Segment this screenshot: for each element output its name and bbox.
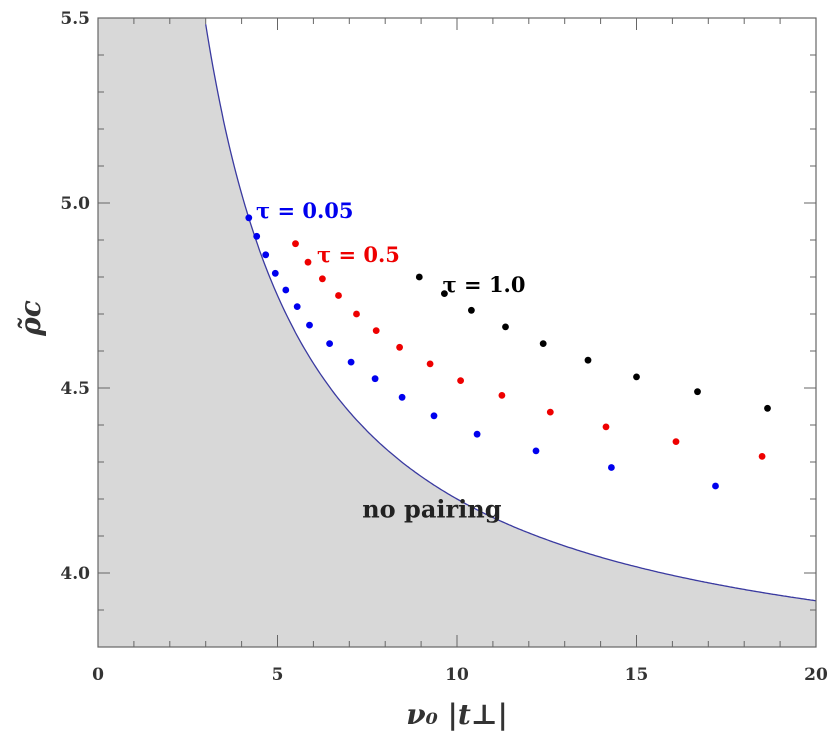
data-point (293, 303, 301, 310)
series-annotations: τ = 0.05 τ = 0.5 τ = 1.0 (256, 198, 525, 297)
data-point (430, 412, 438, 420)
data-point (584, 356, 592, 364)
data-point (398, 393, 406, 401)
no-pairing-region (98, 18, 816, 647)
x-tick-label: 5 (272, 665, 284, 685)
data-point (546, 408, 554, 416)
data-point (608, 464, 615, 471)
y-tick-label: 5.0 (60, 194, 90, 214)
data-point (282, 286, 290, 294)
y-axis-label: ρ̃c (14, 300, 47, 337)
data-point (306, 321, 313, 329)
data-points (245, 214, 771, 490)
y-tick-label: 4.0 (60, 564, 90, 584)
data-point (371, 375, 379, 383)
data-point (415, 273, 423, 281)
data-point (262, 251, 270, 259)
boundary-curve (205, 24, 816, 602)
data-point (304, 258, 312, 266)
series-0 (245, 214, 719, 490)
data-point (473, 430, 481, 438)
data-point (396, 343, 403, 351)
data-point (335, 292, 342, 299)
series-2 (415, 273, 771, 412)
data-point (253, 232, 261, 240)
data-point (764, 404, 771, 412)
data-point (372, 327, 380, 334)
x-tick-label: 15 (625, 665, 649, 685)
data-point (498, 392, 506, 399)
data-point (245, 214, 253, 222)
region-label: no pairing (362, 495, 501, 524)
series-annotation: τ = 0.5 (317, 242, 400, 267)
data-point (602, 423, 610, 431)
data-point (326, 340, 333, 347)
data-point (353, 310, 360, 318)
data-point (441, 290, 448, 297)
series-1 (292, 240, 766, 460)
data-point (292, 240, 299, 248)
data-point (532, 447, 540, 455)
boundary-line (205, 24, 816, 602)
x-tick-label: 20 (804, 665, 828, 685)
data-point (457, 377, 464, 384)
data-point (271, 269, 279, 277)
x-axis-label: ν₀ |t⊥| (406, 698, 508, 731)
data-point (319, 275, 326, 283)
data-point (672, 438, 680, 445)
shaded-area (98, 18, 816, 647)
y-tick-label: 5.5 (60, 9, 90, 29)
data-point (502, 323, 509, 331)
data-point (633, 373, 640, 381)
axis-ticks: 0 5 10 15 20 4.0 4.5 5.0 5.5 (60, 9, 828, 685)
data-point (758, 453, 766, 460)
data-point (712, 482, 719, 490)
data-point (694, 388, 701, 396)
series-annotation: τ = 0.05 (256, 198, 354, 223)
data-point (468, 306, 475, 314)
data-point (347, 358, 355, 366)
y-tick-label: 4.5 (60, 379, 90, 399)
x-tick-label: 10 (445, 665, 469, 685)
region-label-group: no pairing (362, 495, 501, 524)
x-tick-label: 0 (92, 665, 104, 685)
data-point (426, 360, 434, 368)
series-annotation: τ = 1.0 (443, 272, 526, 297)
data-point (539, 340, 547, 347)
